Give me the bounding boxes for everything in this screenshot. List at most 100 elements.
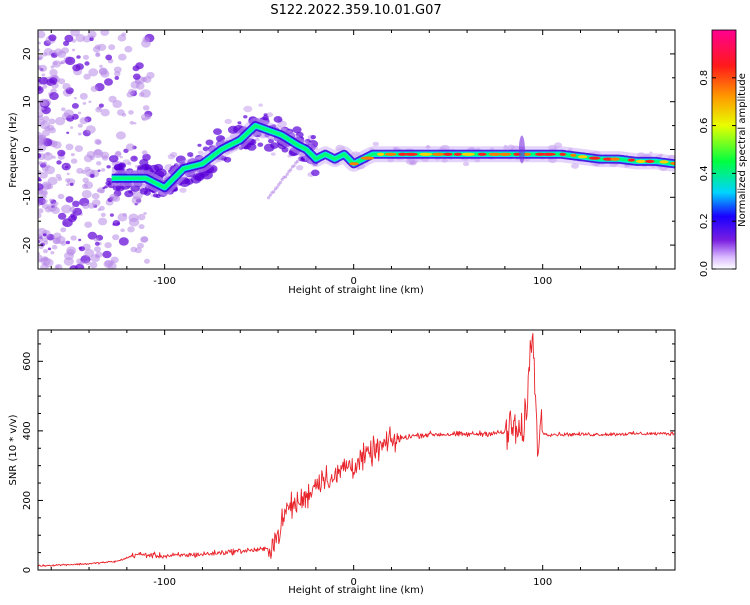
noise-blob [49, 92, 59, 101]
noise-blob [42, 229, 51, 238]
signal-blob [310, 135, 316, 140]
y-tick-label: -20 [22, 237, 33, 253]
y-tick-label: -10 [22, 189, 33, 205]
branch-blob [285, 172, 289, 176]
noise-blob [129, 120, 135, 125]
noise-blob [102, 250, 112, 259]
noise-blob [118, 237, 129, 246]
ridge-hotspot [559, 152, 566, 156]
signal-blob [273, 116, 283, 123]
noise-blob [63, 40, 70, 47]
noise-blob [132, 65, 140, 72]
scatter-blob [258, 103, 263, 107]
noise-blob [48, 118, 56, 125]
y-tick-label: 600 [22, 352, 33, 371]
noise-blob [101, 155, 109, 161]
noise-blob [115, 131, 126, 140]
noise-blob [50, 251, 55, 255]
ridge-hotspot [453, 152, 462, 156]
signal-blob [263, 113, 268, 117]
noise-blob [38, 234, 43, 239]
noise-blob [119, 155, 123, 159]
colorbar-tick-label: 0.6 [699, 118, 710, 134]
noise-blob [38, 41, 41, 45]
noise-blob [56, 236, 66, 244]
noise-blob [83, 54, 89, 60]
x-tick-label: -100 [153, 276, 176, 287]
noise-blob [81, 169, 87, 175]
noise-blob [45, 152, 51, 156]
scatter-blob [463, 161, 470, 167]
noise-blob [113, 66, 122, 73]
ridge-hotspot [477, 152, 487, 156]
snr-y-label: SNR (10 * v/v) [8, 414, 19, 485]
noise-blob [56, 160, 62, 165]
noise-blob [43, 249, 48, 254]
noise-blob [143, 212, 147, 215]
ridge-hotspot [349, 162, 359, 166]
noise-blob [104, 185, 108, 189]
noise-blob [120, 228, 125, 233]
noise-blob [42, 84, 48, 89]
spectrogram-marks [38, 30, 675, 269]
noise-blob [95, 52, 101, 57]
noise-blob [115, 150, 122, 156]
noise-blob [83, 181, 94, 189]
noise-blob [141, 150, 148, 156]
colorbar-gradient [711, 29, 737, 270]
noise-blob [70, 158, 78, 164]
branch-blob [275, 185, 279, 189]
signal-blob [143, 190, 151, 196]
noise-blob [104, 78, 113, 86]
signal-blob [155, 194, 161, 199]
signal-blob [237, 121, 242, 125]
signal-blob [124, 190, 134, 198]
scatter-blob [571, 163, 579, 169]
ridge-hotspot [588, 156, 601, 160]
ridge-hotspot [659, 160, 669, 164]
ridge-hotspot [542, 152, 556, 156]
noise-blob [137, 213, 146, 221]
noise-blob [100, 212, 106, 217]
signal-blob [213, 128, 222, 136]
noise-blob [134, 247, 142, 254]
noise-blob [144, 114, 152, 120]
noise-blob [109, 213, 114, 217]
noise-blob [55, 117, 66, 126]
x-tick-label: -100 [153, 577, 176, 588]
noise-blob [41, 100, 49, 107]
noise-blob [82, 35, 92, 43]
noise-blob [76, 55, 81, 59]
noise-blob [64, 34, 74, 43]
y-tick-label: 10 [22, 95, 33, 108]
noise-blob [62, 218, 73, 228]
ridge-hotspot [398, 152, 407, 156]
noise-blob [79, 117, 89, 125]
noise-blob [39, 120, 51, 130]
noise-blob [40, 107, 45, 111]
noise-blob [104, 242, 112, 249]
noise-blob [41, 73, 46, 77]
signal-blob [130, 184, 140, 192]
scatter-blob [266, 112, 274, 118]
ridge-hotspot [627, 158, 636, 162]
noise-blob [61, 107, 66, 112]
snr-panel: -100 0 100 0 200 400 600 Height of straight l… [8, 329, 676, 596]
noise-blob [97, 169, 101, 172]
signal-blob [187, 152, 194, 157]
noise-blob [52, 60, 61, 68]
noise-blob [117, 34, 127, 42]
colorbar-tick-label: 0.4 [699, 165, 710, 181]
colorbar-tick-label: 0.0 [699, 261, 710, 277]
noise-blob [83, 73, 91, 80]
noise-blob [140, 236, 149, 243]
noise-blob [124, 45, 133, 53]
noise-blob [38, 202, 41, 207]
noise-blob [138, 92, 145, 97]
noise-blob [146, 71, 155, 79]
signal-blob [243, 115, 248, 119]
noise-blob [87, 202, 96, 209]
noise-blob [38, 183, 44, 191]
